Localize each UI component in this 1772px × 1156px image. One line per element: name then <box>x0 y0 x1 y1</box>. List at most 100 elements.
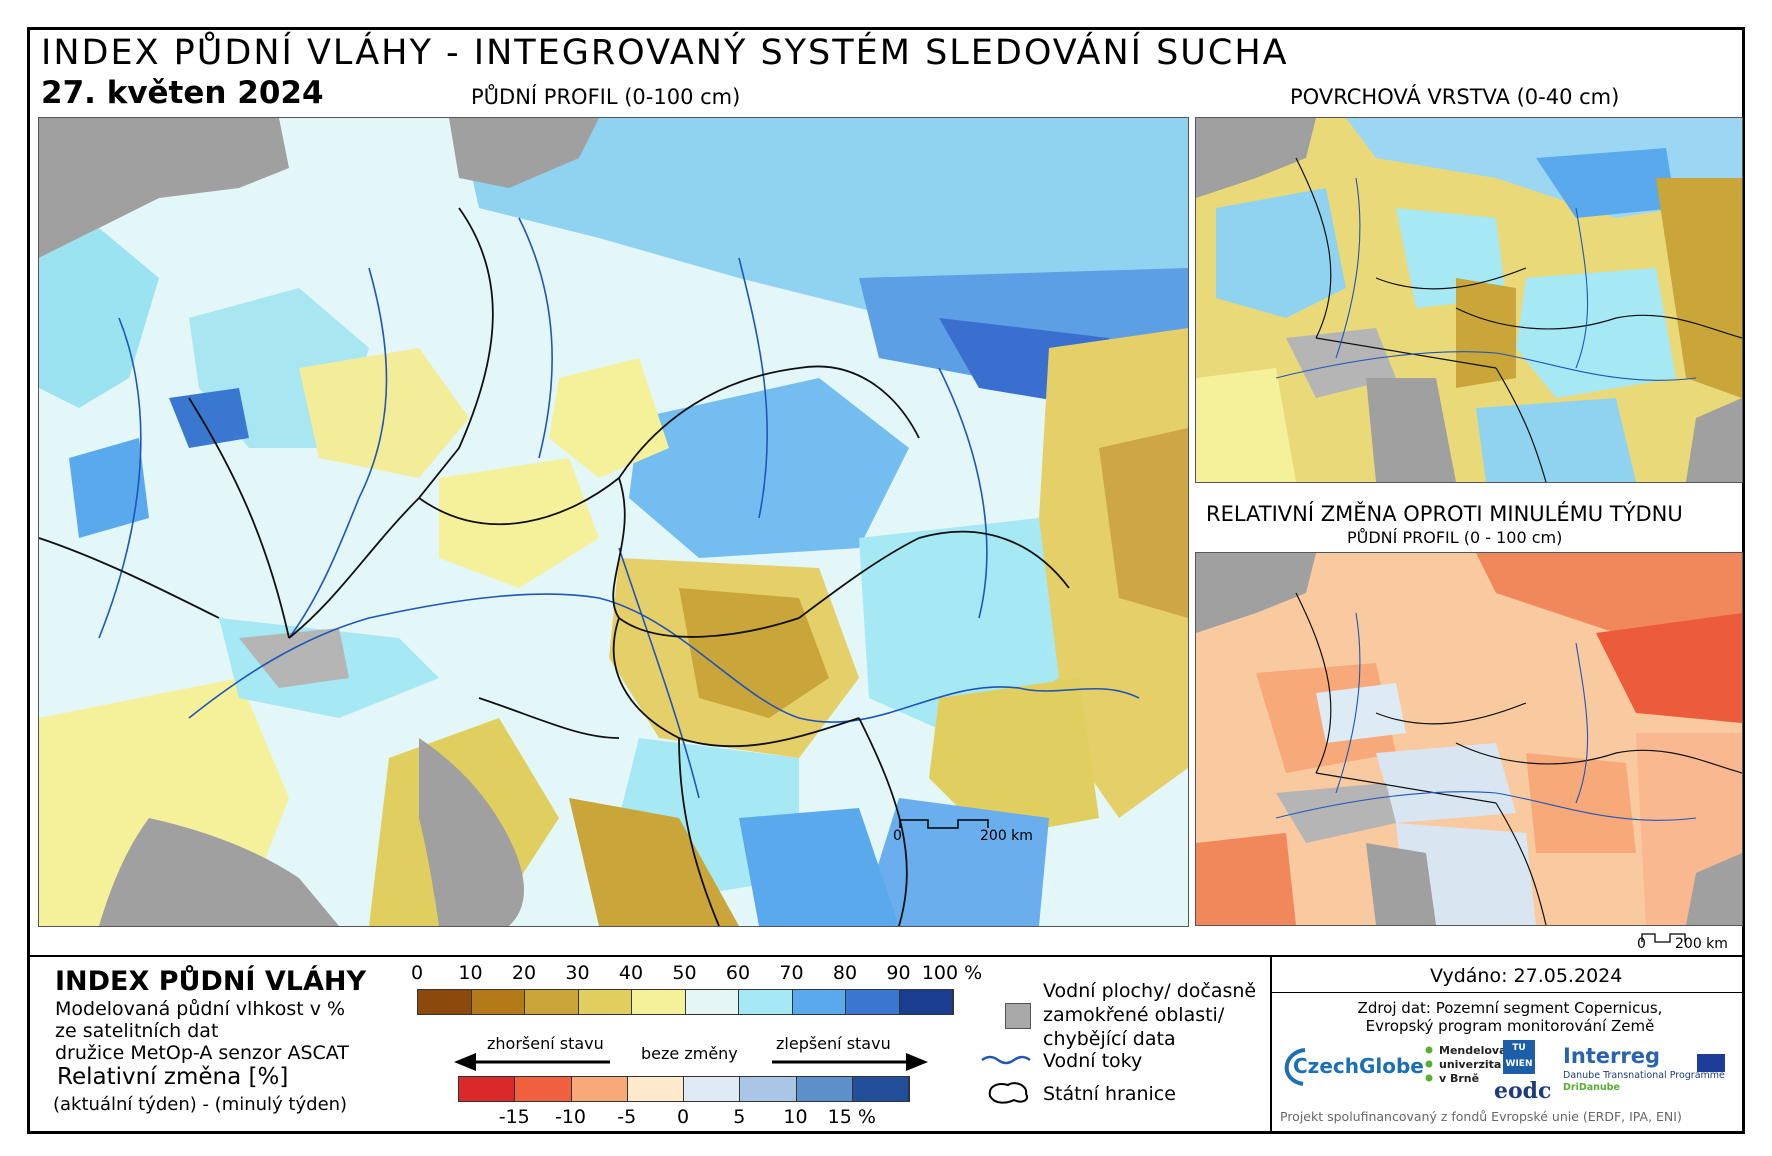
main-scale-graphic <box>899 819 989 829</box>
change-tick: 15 % <box>827 1106 876 1128</box>
relative-change-subtitle: (aktuální týden) - (minulý týden) <box>53 1094 348 1115</box>
interreg-sub1: Danube Transnational Programme <box>1563 1070 1725 1081</box>
arrow-worse-label: zhoršení stavu <box>487 1034 604 1053</box>
border-symbol-icon <box>988 1082 1028 1104</box>
change-swatch <box>571 1077 628 1101</box>
small-scale-zero: 0 <box>1637 936 1646 952</box>
moisture-tick: 20 <box>511 962 537 984</box>
arrow-better-label: zlepšení stavu <box>776 1034 891 1053</box>
change-map-graphic <box>1196 553 1742 925</box>
legend-vertical-divider <box>1270 955 1272 1134</box>
main-scale-bar <box>898 818 1018 834</box>
moisture-tick: 50 <box>672 962 697 984</box>
change-map-title: RELATIVNÍ ZMĚNA OPROTI MINULÉMU TÝDNU <box>1206 502 1683 526</box>
main-scale-zero: 0 <box>893 828 902 844</box>
water-label-line1: Vodní plochy/ dočasně <box>1043 980 1257 1002</box>
change-map-subtitle: PŮDNÍ PROFIL (0 - 100 cm) <box>1347 528 1563 547</box>
surface-map-borders <box>1295 157 1742 482</box>
page-title: INDEX PŮDNÍ VLÁHY - INTEGROVANÝ SYSTÉM S… <box>41 33 1289 73</box>
moisture-swatch <box>846 990 900 1014</box>
surface-map-title: POVRCHOVÁ VRSTVA (0-40 cm) <box>1290 85 1620 109</box>
change-tick: 5 <box>733 1106 746 1128</box>
main-map-borders <box>39 207 1070 926</box>
small-scale-graphic <box>1641 933 1686 943</box>
water-label-line3: chybějící data <box>1043 1028 1176 1050</box>
main-map-title: PŮDNÍ PROFIL (0-100 cm) <box>471 85 741 109</box>
main-scale-end: 200 km <box>980 828 1033 844</box>
main-map-graphic <box>39 118 1188 926</box>
change-tick: 10 <box>783 1106 808 1128</box>
change-swatch <box>852 1077 909 1101</box>
small-scale-end: 200 km <box>1675 936 1728 952</box>
relative-change-map <box>1195 552 1743 926</box>
surface-map-rivers <box>1275 177 1697 381</box>
river-symbol-icon <box>981 1055 1031 1065</box>
eu-flag-icon <box>1697 1054 1725 1072</box>
moisture-swatch <box>739 990 793 1014</box>
arrow-better-icon <box>772 1053 928 1071</box>
interreg-logo: Interreg <box>1563 1044 1661 1068</box>
moisture-swatch <box>632 990 686 1014</box>
water-swatch <box>1005 1003 1031 1029</box>
czechglobe-logo: CzechGlobe <box>1277 1046 1424 1088</box>
issued-divider <box>1272 992 1745 993</box>
change-swatch <box>515 1077 572 1101</box>
change-map-rivers <box>1275 612 1697 821</box>
surface-layer-map <box>1195 117 1743 483</box>
water-label-line2: zamokřené oblasti/ <box>1043 1004 1225 1026</box>
moisture-tick: 30 <box>565 962 590 984</box>
main-map <box>38 117 1189 927</box>
legend-title: INDEX PŮDNÍ VLÁHY <box>55 966 367 997</box>
main-map-rivers <box>98 217 1140 799</box>
relative-change-title: Relativní změna [%] <box>57 1064 289 1090</box>
data-source-line1: Zdroj dat: Pozemní segment Copernicus, <box>1357 999 1663 1017</box>
tu-wien-logo: TU WIEN <box>1503 1040 1535 1074</box>
moisture-tick: 0 <box>410 962 424 984</box>
data-source-line2: Evropský program monitorování Země <box>1365 1017 1655 1035</box>
change-map-patches <box>1196 553 1742 925</box>
moisture-tick: 100 % <box>921 962 983 984</box>
legend-desc-line2: ze satelitních dat <box>55 1020 219 1042</box>
legend-desc-line1: Modelovaná půdní vlhkost v % <box>55 998 346 1020</box>
moisture-tick: 40 <box>618 962 644 984</box>
change-swatch <box>627 1077 684 1101</box>
moisture-tick: 70 <box>779 962 804 984</box>
change-swatch <box>684 1077 741 1101</box>
baltic-sea <box>449 118 599 188</box>
eodc-logo: eodc <box>1494 1078 1552 1104</box>
arrow-worse-icon <box>454 1053 610 1071</box>
change-tick: -5 <box>617 1106 637 1128</box>
arrow-none-label: beze změny <box>641 1044 738 1063</box>
change-tick: -15 <box>498 1106 530 1128</box>
moisture-colorbar <box>417 989 954 1015</box>
moisture-swatch <box>578 990 632 1014</box>
moisture-tick: 10 <box>458 962 483 984</box>
change-tick: 0 <box>676 1106 690 1128</box>
issued-date: Vydáno: 27.05.2024 <box>1430 965 1623 987</box>
mendelu-dots-icon <box>1425 1046 1433 1082</box>
change-swatch <box>740 1077 797 1101</box>
change-tick: -10 <box>554 1106 587 1128</box>
main-map-moisture-patches <box>39 118 1188 926</box>
ligurian-sea <box>99 818 339 926</box>
small-scale-bar <box>1640 932 1700 948</box>
change-colorbar <box>458 1076 910 1102</box>
moisture-tick: 80 <box>832 962 858 984</box>
issue-date-heading: 27. květen 2024 <box>41 75 324 111</box>
interreg-sub2: DriDanube <box>1563 1082 1620 1093</box>
borders-label: Státní hranice <box>1043 1083 1176 1105</box>
czechglobe-swoosh-icon <box>1284 1048 1306 1086</box>
moisture-tick: 90 <box>886 962 911 984</box>
change-map-borders <box>1295 592 1742 925</box>
data-source: Zdroj dat: Pozemní segment Copernicus, E… <box>1275 999 1745 1035</box>
moisture-tick: 60 <box>725 962 751 984</box>
moisture-swatch <box>471 990 525 1014</box>
moisture-swatch <box>685 990 739 1014</box>
moisture-swatch <box>418 990 472 1014</box>
moisture-swatch <box>525 990 579 1014</box>
moisture-swatch <box>792 990 846 1014</box>
moisture-swatch <box>899 990 953 1014</box>
legend-divider <box>27 955 1745 957</box>
project-funding-note: Projekt spolufinancovaný z fondů Evropsk… <box>1280 1109 1682 1124</box>
change-swatch <box>796 1077 853 1101</box>
